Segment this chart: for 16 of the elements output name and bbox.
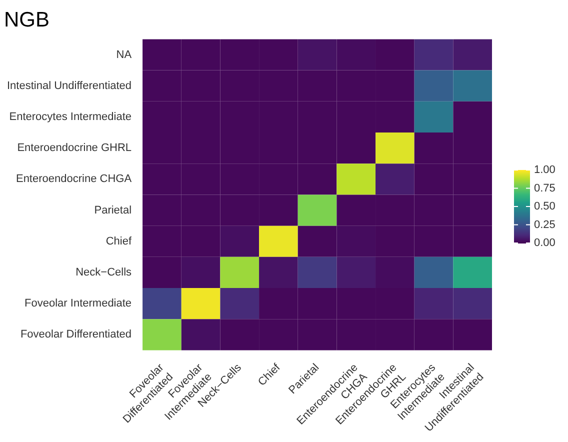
y-tick-label: Neck−Cells xyxy=(76,266,132,279)
y-tick-label: Parietal xyxy=(94,204,132,216)
chart-title: NGB xyxy=(4,8,50,32)
y-tick-label: Intestinal Undifferentiated xyxy=(7,80,132,92)
y-tick-label: Enteroendocrine GHRL xyxy=(17,142,132,154)
y-tick-label: Enteroendocrine CHGA xyxy=(16,173,132,186)
y-tick-label: Foveolar Intermediate xyxy=(24,298,132,310)
color-bar-label: 0.00 xyxy=(534,237,556,250)
y-tick-label: NA xyxy=(116,48,132,61)
color-bar-label: 0.25 xyxy=(534,218,556,231)
color-bar-label: 0.75 xyxy=(534,182,556,194)
color-bar-label: 1.00 xyxy=(534,164,556,176)
y-tick-label: Chief xyxy=(106,235,132,248)
color-bar-label: 0.50 xyxy=(534,200,556,213)
y-tick-label: Enterocytes Intermediate xyxy=(9,110,132,123)
y-tick-label: Foveolar Differentiated xyxy=(20,328,132,341)
